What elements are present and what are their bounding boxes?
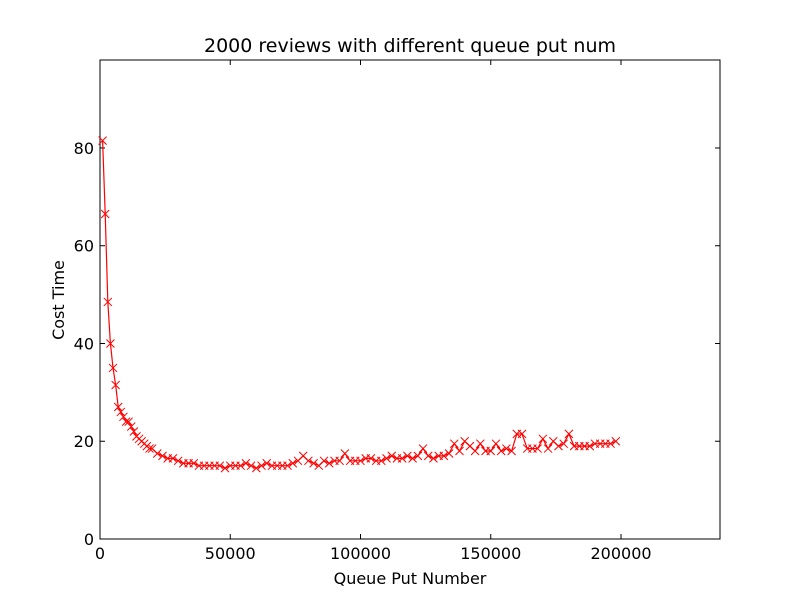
data-point [262, 458, 272, 468]
data-point [288, 458, 298, 468]
y-tick-label: 60 [74, 237, 94, 256]
data-point [251, 463, 261, 473]
data-point [236, 461, 246, 471]
x-tick-label: 50000 [205, 544, 256, 563]
data-point [366, 453, 376, 463]
data-point [611, 436, 621, 446]
data-point [444, 449, 454, 458]
data-point [585, 441, 595, 451]
data-point [257, 461, 266, 471]
data-point [455, 446, 464, 456]
data-point [408, 453, 417, 463]
data-point [108, 363, 118, 373]
data-point [439, 451, 449, 461]
data-point [606, 439, 615, 449]
data-point [106, 339, 115, 348]
data-point [475, 439, 485, 449]
data-point [413, 451, 423, 461]
data-point [220, 463, 230, 473]
chart-title: 2000 reviews with different queue put nu… [204, 35, 616, 57]
data-point [335, 456, 345, 466]
data-point [98, 136, 107, 146]
data-point [189, 458, 199, 468]
data-point [309, 458, 318, 468]
data-point [324, 458, 334, 468]
x-tick-label: 150000 [460, 544, 521, 563]
data-point [559, 439, 569, 449]
data-point [554, 441, 563, 451]
data-point [145, 444, 154, 453]
data-point [126, 422, 136, 431]
data-point [116, 407, 126, 417]
x-tick-label: 200000 [590, 544, 651, 563]
data-point [103, 297, 113, 307]
y-tick-label: 40 [74, 334, 94, 353]
data-point [340, 449, 350, 458]
data-point [538, 434, 548, 444]
data-point [387, 451, 397, 461]
data-point [486, 446, 496, 456]
data-point [491, 439, 501, 449]
data-point [168, 453, 178, 463]
data-point [100, 209, 110, 219]
data-point [376, 456, 386, 466]
data-point [158, 451, 167, 461]
data-point [470, 446, 480, 456]
plot-frame [99, 59, 721, 540]
data-point [356, 456, 365, 466]
data-point [502, 444, 511, 453]
data-point [423, 451, 433, 461]
data-point [403, 451, 412, 461]
x-axis-label: Queue Put Number [334, 569, 487, 588]
data-point [283, 461, 292, 471]
data-point [129, 427, 139, 436]
data-point [241, 458, 251, 468]
data-point [496, 446, 506, 456]
data-point [449, 439, 459, 449]
data-point [319, 456, 329, 466]
data-point [111, 380, 120, 390]
data-point [533, 444, 543, 453]
y-tick-label: 20 [74, 432, 94, 451]
data-point [429, 453, 438, 463]
data-point [418, 444, 428, 453]
y-axis-label: Cost Time [49, 260, 68, 340]
data-point [152, 449, 162, 458]
data-point [382, 453, 391, 463]
data-point [543, 444, 553, 453]
data-point [304, 456, 313, 466]
data-point [173, 456, 183, 466]
y-tick-label: 0 [84, 530, 94, 549]
data-point [246, 461, 256, 471]
data-point [124, 417, 134, 427]
data-point [397, 453, 407, 463]
x-tick-label: 0 [95, 544, 105, 563]
data-point [215, 461, 225, 471]
data-point [113, 402, 123, 412]
y-tick-label: 80 [74, 139, 94, 158]
x-tick-label: 100000 [330, 544, 391, 563]
data-point [517, 429, 527, 439]
data-point [507, 446, 516, 456]
data-point [564, 429, 574, 439]
